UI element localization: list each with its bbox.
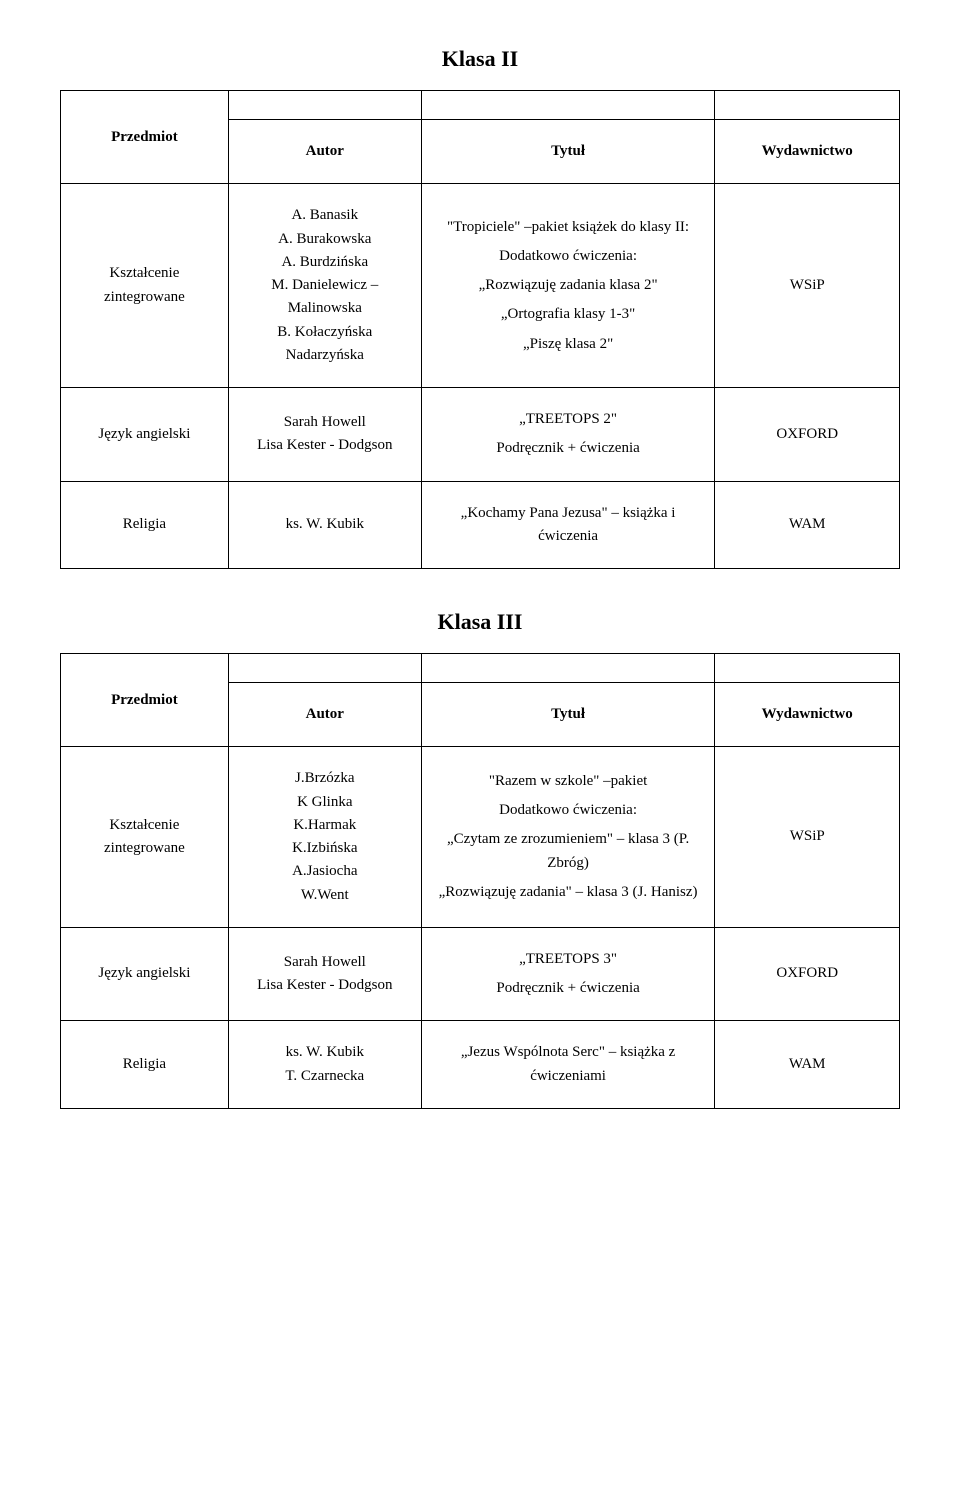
table-row: Kształcenie zintegrowane A. BanasikA. Bu… [61, 184, 900, 388]
cell-subject: Religia [61, 481, 229, 569]
table-row: Kształcenie zintegrowane J.BrzózkaK Glin… [61, 747, 900, 928]
cell-author: ks. W. KubikT. Czarnecka [228, 1021, 421, 1109]
cell-publisher: WAM [715, 1021, 900, 1109]
empty-cell [421, 654, 715, 683]
cell-subject: Kształcenie zintegrowane [61, 747, 229, 928]
cell-title: „Jezus Wspólnota Serc" – książka z ćwicz… [421, 1021, 715, 1109]
cell-title: "Razem w szkole" –pakietDodatkowo ćwicze… [421, 747, 715, 928]
cell-subject: Język angielski [61, 927, 229, 1021]
col-tytul: Tytuł [421, 683, 715, 747]
table-row: Religia ks. W. KubikT. Czarnecka „Jezus … [61, 1021, 900, 1109]
table-row: Religia ks. W. Kubik „Kochamy Pana Jezus… [61, 481, 900, 569]
klasa-iii-table: Przedmiot Autor Tytuł Wydawnictwo Kształ… [60, 653, 900, 1109]
cell-author: Sarah HowellLisa Kester - Dodgson [228, 388, 421, 482]
cell-publisher: WAM [715, 481, 900, 569]
empty-cell [421, 91, 715, 120]
table-row: Język angielski Sarah HowellLisa Kester … [61, 388, 900, 482]
col-wydawnictwo: Wydawnictwo [715, 683, 900, 747]
cell-publisher: WSiP [715, 184, 900, 388]
cell-publisher: WSiP [715, 747, 900, 928]
klasa-ii-block: Przedmiot Autor Tytuł Wydawnictwo Kształ… [60, 90, 900, 569]
col-tytul: Tytuł [421, 120, 715, 184]
przedmiot-header: Przedmiot [61, 91, 229, 184]
cell-author: A. BanasikA. BurakowskaA. BurdzińskaM. D… [228, 184, 421, 388]
cell-author: J.BrzózkaK GlinkaK.HarmakK.IzbińskaA.Jas… [228, 747, 421, 928]
cell-title: „TREETOPS 3"Podręcznik + ćwiczenia [421, 927, 715, 1021]
cell-publisher: OXFORD [715, 927, 900, 1021]
cell-title: „TREETOPS 2"Podręcznik + ćwiczenia [421, 388, 715, 482]
klasa-ii-table: Przedmiot Autor Tytuł Wydawnictwo Kształ… [60, 90, 900, 569]
empty-cell [715, 91, 900, 120]
przedmiot-header: Przedmiot [61, 654, 229, 747]
col-autor: Autor [228, 120, 421, 184]
empty-cell [228, 91, 421, 120]
empty-cell [715, 654, 900, 683]
section-title-klasa-iii: Klasa III [60, 609, 900, 635]
cell-title: "Tropiciele" –pakiet książek do klasy II… [421, 184, 715, 388]
cell-subject: Język angielski [61, 388, 229, 482]
cell-subject: Religia [61, 1021, 229, 1109]
empty-cell [228, 654, 421, 683]
cell-title: „Kochamy Pana Jezusa" – książka i ćwicze… [421, 481, 715, 569]
cell-subject: Kształcenie zintegrowane [61, 184, 229, 388]
col-wydawnictwo: Wydawnictwo [715, 120, 900, 184]
cell-author: ks. W. Kubik [228, 481, 421, 569]
col-autor: Autor [228, 683, 421, 747]
klasa-iii-block: Przedmiot Autor Tytuł Wydawnictwo Kształ… [60, 653, 900, 1109]
cell-author: Sarah HowellLisa Kester - Dodgson [228, 927, 421, 1021]
cell-publisher: OXFORD [715, 388, 900, 482]
section-title-klasa-ii: Klasa II [60, 46, 900, 72]
table-row: Język angielski Sarah HowellLisa Kester … [61, 927, 900, 1021]
